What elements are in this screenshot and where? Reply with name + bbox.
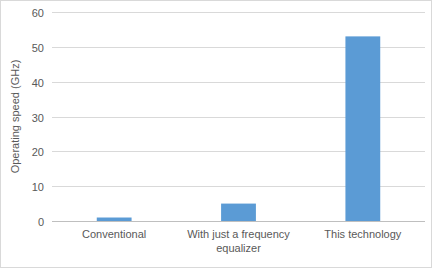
x-tick-label: Conventional (82, 228, 146, 240)
bar (221, 204, 256, 221)
chart-svg: 0 10 20 30 40 50 60 Operating speed (GHz) Conven… (0, 0, 432, 268)
y-axis-label: Operating speed (GHz) (9, 60, 21, 174)
y-tick-label: 60 (32, 7, 44, 19)
bars (97, 36, 380, 221)
bar (345, 36, 380, 221)
y-tick-label: 30 (32, 112, 44, 124)
grid-line (52, 12, 425, 13)
bar (97, 218, 132, 221)
x-tick-label: With just a frequencyequalizer (187, 228, 290, 254)
grid (52, 13, 425, 222)
y-tick-label: 10 (32, 181, 44, 193)
x-tick-label: This technology (324, 228, 402, 240)
grid-line (52, 221, 425, 222)
y-tick-label: 0 (38, 216, 44, 228)
x-axis-line (52, 221, 425, 222)
chart-border (1, 1, 432, 268)
chart-container: 0 10 20 30 40 50 60 Operating speed (GHz) Conven… (0, 0, 432, 268)
y-tick-label: 40 (32, 77, 44, 89)
y-tick-label: 20 (32, 146, 44, 158)
y-tick-label: 50 (32, 42, 44, 54)
